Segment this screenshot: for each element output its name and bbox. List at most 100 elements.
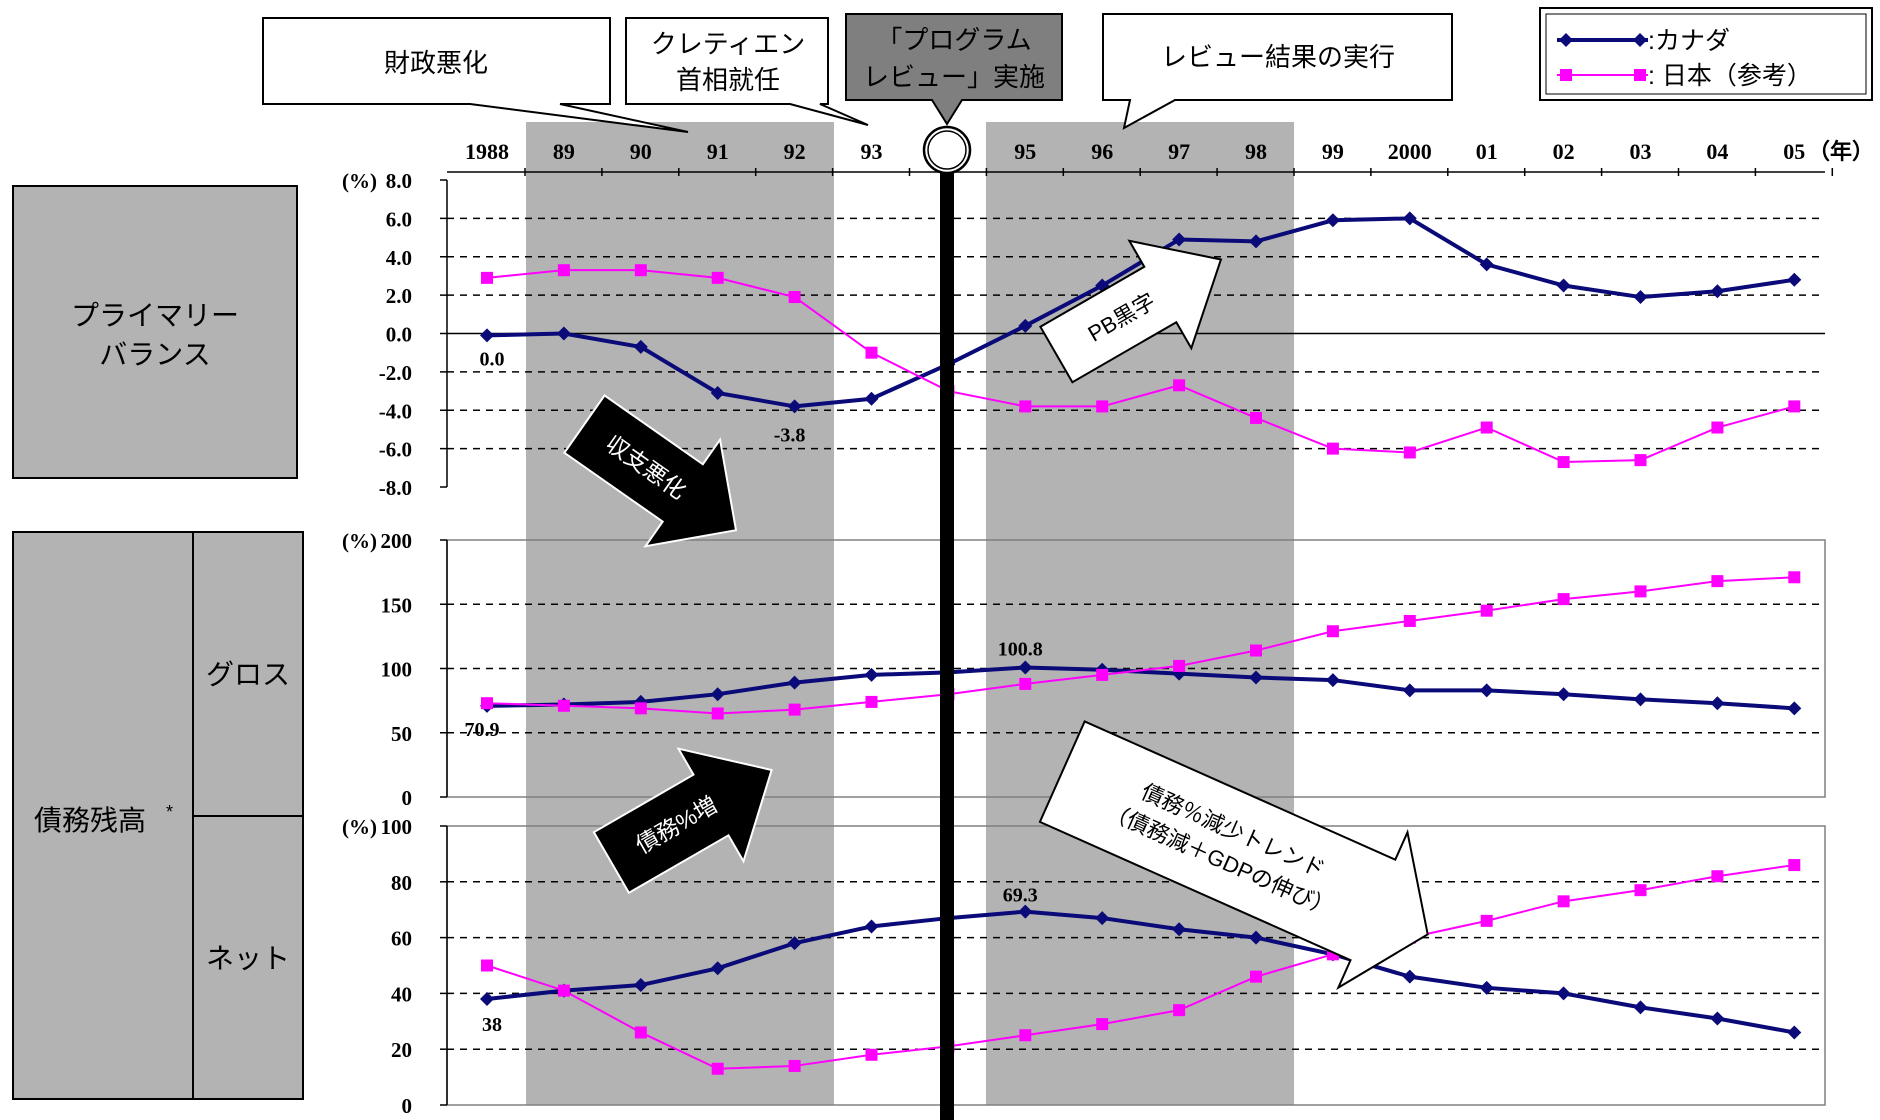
data-point-japan <box>1711 870 1724 883</box>
data-point-japan <box>865 346 878 359</box>
y-tick-label: 2.0 <box>386 284 412 308</box>
legend-japan-marker <box>1557 69 1648 81</box>
x-axis-unit: （年） <box>1808 139 1874 164</box>
y-tick-label: 200 <box>381 529 413 553</box>
callout-chretien-line2: 首相就任 <box>676 65 780 95</box>
data-point-japan <box>788 291 801 304</box>
data-point-canada <box>1787 1025 1802 1040</box>
data-point-japan <box>1403 614 1416 627</box>
y-axis-unit: (%) <box>342 815 377 839</box>
data-point-japan <box>481 271 493 284</box>
legend: :カナダ : 日本（参考） <box>1539 7 1873 101</box>
data-point-canada <box>1479 683 1494 698</box>
data-point-japan <box>865 1048 878 1061</box>
data-point-japan <box>1326 625 1339 638</box>
data-label: 38 <box>482 1014 502 1036</box>
callout-chretien-line1: クレティエン <box>651 29 805 59</box>
data-point-canada <box>1249 234 1263 249</box>
data-point-canada <box>633 339 648 354</box>
data-point-japan <box>557 264 570 277</box>
data-point-canada <box>864 391 879 406</box>
data-point-japan <box>1480 914 1493 927</box>
x-tick-label: 92 <box>784 139 806 164</box>
x-tick-label: 90 <box>630 139 652 164</box>
callout-program-review-line2: レビュー」実施 <box>863 62 1045 92</box>
callout-review-execution: レビュー結果の実行 <box>1102 13 1453 130</box>
data-point-canada <box>1710 696 1725 711</box>
data-point-canada <box>710 961 725 976</box>
y-tick-label: 60 <box>391 927 412 951</box>
data-point-canada <box>787 936 802 951</box>
data-point-canada <box>1633 1000 1648 1015</box>
data-point-japan <box>1480 604 1493 617</box>
legend-canada-label: :カナダ <box>1648 27 1730 55</box>
side-label-primary-balance: プライマリー バランス <box>12 185 298 479</box>
data-point-japan <box>1019 400 1032 413</box>
data-point-canada <box>1095 911 1110 926</box>
legend-canada-marker <box>1557 33 1648 47</box>
data-point-canada <box>864 919 879 934</box>
y-tick-label: -8.0 <box>379 476 412 500</box>
data-point-canada <box>1556 687 1571 702</box>
y-tick-label: 150 <box>381 593 413 617</box>
data-point-canada <box>1018 904 1033 919</box>
callout-program-review-line1: 「プログラム <box>876 25 1031 55</box>
y-tick-label: 100 <box>381 658 413 682</box>
y-tick-label: -2.0 <box>379 361 412 385</box>
data-point-japan <box>1557 593 1570 606</box>
callout-review-execution-text: レビュー結果の実行 <box>1161 42 1395 72</box>
arrow-pb-surplus: PB黒字 <box>1039 239 1223 384</box>
data-point-japan <box>1403 446 1416 459</box>
data-point-canada <box>1402 969 1417 984</box>
x-tick-label: 2000 <box>1388 139 1432 164</box>
data-point-japan <box>557 699 570 712</box>
year-1994-inner-circle <box>927 130 967 170</box>
data-point-canada <box>1325 673 1340 688</box>
data-point-japan <box>1173 379 1186 392</box>
y-tick-label: 100 <box>381 815 413 839</box>
data-point-canada <box>1402 683 1417 698</box>
series-line-japan <box>486 269 1795 464</box>
data-point-canada <box>710 385 725 400</box>
series-line-japan <box>486 576 1795 715</box>
side-label-pb-line1: プライマリー <box>71 300 239 331</box>
x-tick-label: 1988 <box>465 139 509 164</box>
series-line-canada <box>486 909 1795 1035</box>
data-point-japan <box>1019 677 1032 690</box>
y-tick-label: 20 <box>391 1038 412 1062</box>
x-tick-label: 98 <box>1245 139 1267 164</box>
side-label-debt-mark: * <box>166 802 173 822</box>
data-point-japan <box>1634 454 1647 467</box>
axis-layer: 8.06.04.02.00.0-2.0-4.0-6.0-8.0(%)200150… <box>342 169 448 1118</box>
data-point-japan <box>557 984 570 997</box>
data-point-japan <box>711 1062 724 1075</box>
series-line-canada <box>486 216 1795 409</box>
data-point-japan <box>1096 400 1109 413</box>
arrow-debt-increase: 債務%増 <box>592 747 773 895</box>
data-point-japan <box>634 702 647 715</box>
y-tick-label: 40 <box>391 982 412 1006</box>
y-tick-label: 0.0 <box>386 323 412 347</box>
data-point-japan <box>1634 884 1647 897</box>
x-tick-label: 99 <box>1322 139 1344 164</box>
data-point-canada <box>556 326 571 341</box>
data-label: 70.9 <box>465 719 500 741</box>
data-point-canada <box>1633 692 1648 707</box>
data-point-japan <box>711 707 724 720</box>
callout-chretien: クレティエン 首相就任 <box>625 17 869 126</box>
data-point-japan <box>1557 456 1570 469</box>
data-point-canada <box>1710 1011 1725 1026</box>
x-tick-label: 89 <box>553 139 575 164</box>
data-point-canada <box>1325 213 1340 228</box>
data-point-japan <box>1788 571 1801 584</box>
data-point-japan <box>1326 442 1339 455</box>
data-point-japan <box>481 959 493 972</box>
x-tick-label: 96 <box>1091 139 1113 164</box>
y-axis-unit: (%) <box>342 169 377 193</box>
series-line-canada <box>486 665 1795 711</box>
data-point-japan <box>1019 1029 1032 1042</box>
data-point-japan <box>1173 1004 1186 1017</box>
data-point-canada <box>1249 930 1263 945</box>
legend-japan-label: : 日本（参考） <box>1648 62 1812 90</box>
